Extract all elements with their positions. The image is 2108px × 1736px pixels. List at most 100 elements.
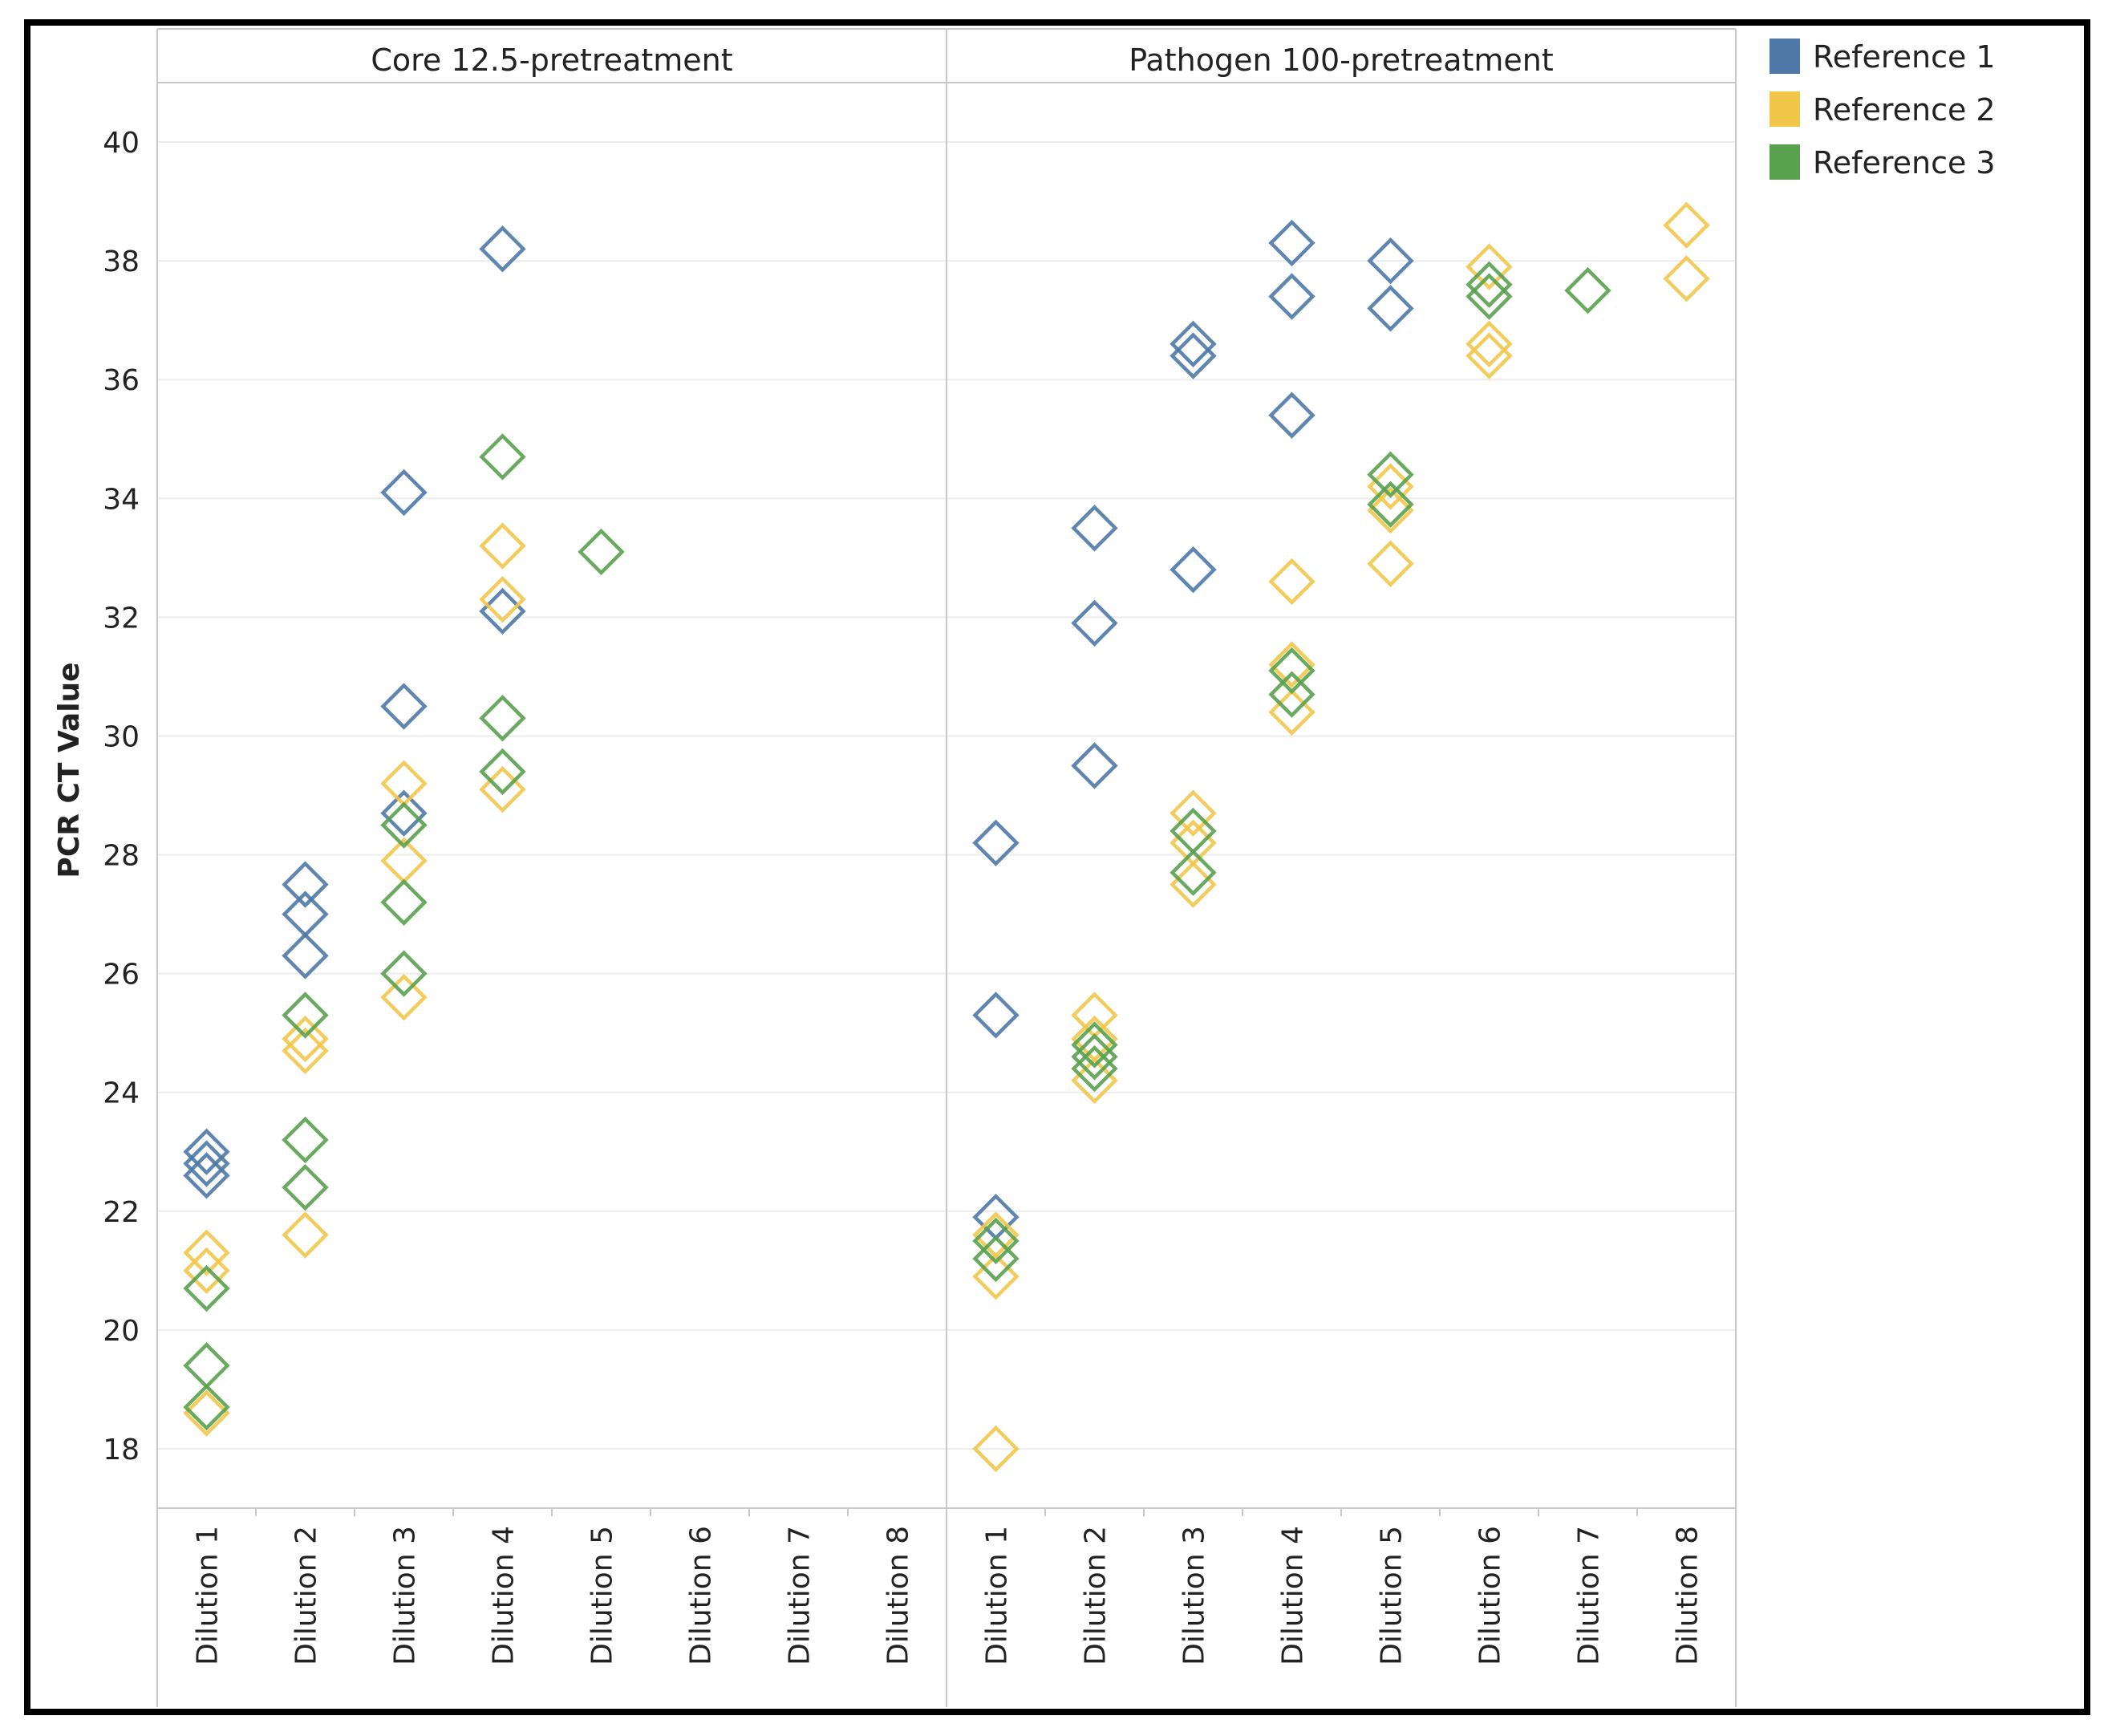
data-point	[972, 1194, 1020, 1241]
data-point	[183, 1247, 230, 1295]
category-label: Dilution 5	[586, 1526, 619, 1665]
y-tick-label: 38	[103, 245, 140, 278]
data-point	[183, 1383, 230, 1431]
data-point	[1367, 463, 1414, 510]
category-label: Dilution 6	[685, 1526, 718, 1665]
data-point	[972, 1235, 1020, 1283]
data-point	[479, 225, 526, 273]
data-point	[183, 1140, 230, 1187]
data-point	[1170, 807, 1217, 855]
data-point	[1268, 688, 1315, 736]
data-point	[1663, 201, 1710, 249]
data-point	[1071, 1044, 1118, 1093]
y-axis-ticks: 18 20 22 24 26 28 30 32 34 36 38 40	[103, 127, 140, 1466]
data-points	[183, 201, 1710, 1473]
data-point	[380, 789, 428, 837]
data-point	[1367, 285, 1414, 332]
data-point	[1170, 819, 1217, 866]
y-tick-label: 30	[103, 720, 140, 753]
data-point	[1071, 505, 1118, 552]
data-point	[1170, 849, 1217, 896]
legend-label: Reference 2	[1813, 92, 1996, 128]
data-point	[282, 1211, 329, 1259]
data-point	[1170, 320, 1217, 367]
data-point	[1367, 237, 1414, 285]
data-point	[1367, 486, 1414, 534]
panel-frames	[156, 28, 1737, 1707]
y-tick-label: 32	[103, 602, 140, 635]
y-tick-label: 26	[103, 959, 140, 992]
category-label: Dilution 3	[389, 1526, 422, 1665]
data-point	[1268, 647, 1315, 695]
data-point	[1268, 391, 1315, 439]
data-point	[972, 819, 1020, 866]
legend-label: Reference 1	[1813, 39, 1996, 75]
data-point	[1663, 255, 1710, 302]
category-label: Dilution 5	[1376, 1526, 1409, 1665]
data-point	[1071, 742, 1118, 789]
data-point	[479, 587, 526, 635]
data-point	[479, 695, 526, 742]
data-point	[380, 468, 428, 517]
x-category-labels: Dilution 1 Dilution 2 Dilution 3 Dilution 4…	[192, 1526, 1705, 1665]
category-label: Dilution 1	[192, 1526, 225, 1665]
data-point	[1268, 641, 1315, 688]
data-point	[1564, 266, 1611, 314]
category-label: Dilution 4	[1277, 1526, 1310, 1665]
data-point	[479, 433, 526, 481]
data-point	[282, 932, 329, 980]
data-point	[282, 992, 329, 1039]
category-label: Dilution 2	[1080, 1526, 1113, 1665]
data-point	[1367, 451, 1414, 498]
panel-title: Core 12.5-pretreatment	[371, 43, 732, 78]
y-tick-label: 24	[103, 1077, 140, 1110]
y-axis-title: PCR CT Value	[53, 662, 86, 878]
data-point	[380, 683, 428, 730]
data-point	[1268, 558, 1315, 606]
data-point	[380, 760, 428, 807]
data-point	[1170, 332, 1217, 379]
data-point	[1071, 1033, 1118, 1081]
data-point	[972, 1253, 1020, 1300]
y-tick-label: 22	[103, 1196, 140, 1229]
legend-swatch	[1770, 39, 1800, 74]
legend-label: Reference 3	[1813, 145, 1996, 180]
data-point	[1367, 481, 1414, 528]
y-tick-label: 28	[103, 840, 140, 873]
data-point	[1071, 992, 1118, 1039]
data-point	[282, 1163, 329, 1211]
panel-titles: Core 12.5-pretreatment Pathogen 100-pretr…	[371, 43, 1553, 78]
category-label: Dilution 4	[488, 1526, 521, 1665]
category-label: Dilution 3	[1178, 1526, 1211, 1665]
data-point	[1170, 789, 1217, 837]
data-point	[1465, 261, 1513, 308]
category-label: Dilution 1	[981, 1526, 1014, 1665]
data-point	[479, 575, 526, 623]
data-point	[183, 1128, 230, 1175]
data-point	[972, 992, 1020, 1039]
y-tick-label: 34	[103, 483, 140, 516]
data-point	[183, 1229, 230, 1276]
y-tick-label: 36	[103, 364, 140, 397]
data-point	[479, 765, 526, 813]
data-point	[479, 522, 526, 570]
data-point	[282, 861, 329, 908]
data-point	[282, 1116, 329, 1164]
data-point	[183, 1152, 230, 1199]
data-point	[1268, 219, 1315, 267]
legend-swatch	[1770, 144, 1800, 180]
data-point	[183, 1264, 230, 1312]
data-point	[1170, 861, 1217, 908]
data-point	[380, 974, 428, 1021]
data-point	[972, 1425, 1020, 1473]
data-point	[1465, 243, 1513, 290]
data-point	[1268, 273, 1315, 320]
data-point	[282, 1027, 329, 1075]
legend-swatch	[1770, 91, 1800, 127]
data-point	[380, 878, 428, 926]
data-point	[183, 1342, 230, 1389]
panel-title: Pathogen 100-pretreatment	[1129, 43, 1554, 78]
data-point	[1071, 1021, 1118, 1069]
data-point	[1465, 332, 1513, 379]
